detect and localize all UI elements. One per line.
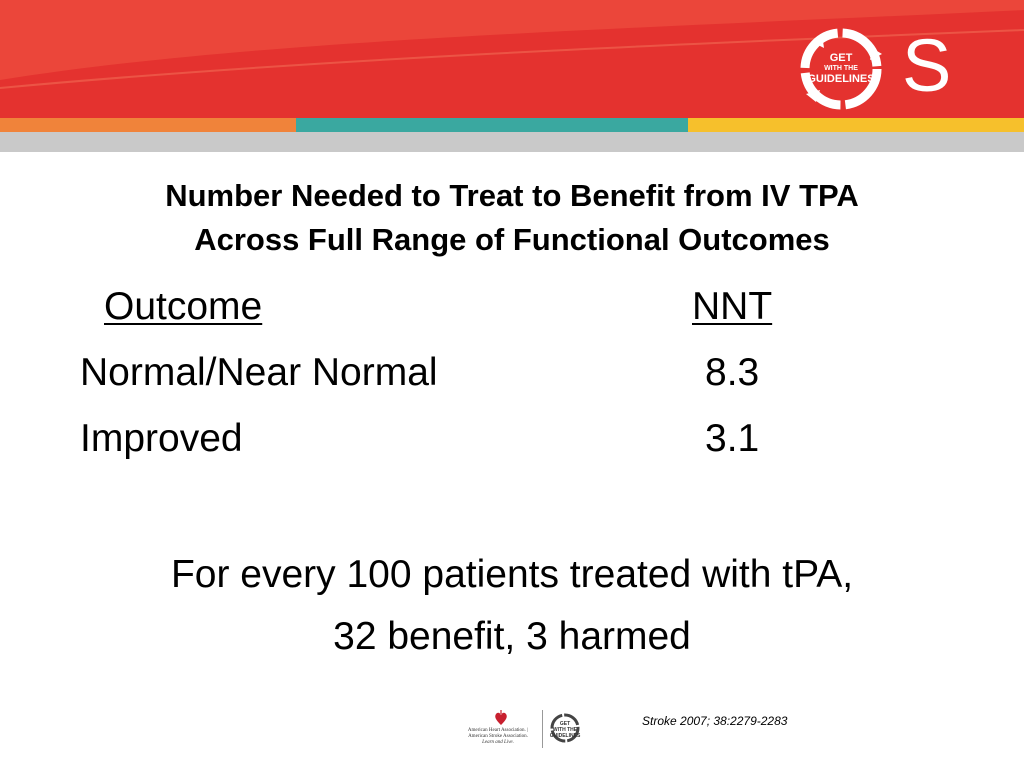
small-circular-arrows-icon bbox=[550, 713, 580, 743]
circular-arrows-icon bbox=[800, 28, 882, 110]
aha-text-3: Learn and Live. bbox=[482, 740, 514, 745]
logo-line-1: GET bbox=[829, 52, 853, 64]
header-nnt: NNT bbox=[692, 285, 773, 328]
banner-letter: S bbox=[902, 24, 952, 107]
row-1-outcome: Normal/Near Normal bbox=[80, 351, 438, 394]
logo-line-2: WITH THE bbox=[824, 65, 858, 72]
title-line-1: Number Needed to Treat to Benefit from I… bbox=[165, 178, 859, 213]
citation: Stroke 2007; 38:2279-2283 bbox=[642, 714, 788, 728]
guidelines-logo: GET WITH THE GUIDELINES bbox=[796, 24, 886, 114]
summary-line-1: For every 100 patients treated with tPA, bbox=[170, 553, 854, 596]
header-banner: GET WITH THE GUIDELINES S bbox=[0, 0, 1024, 152]
small-logo-line-2: WITH THE bbox=[552, 727, 578, 733]
row-1-nnt: 8.3 bbox=[705, 351, 760, 394]
small-logo-line-1: GET bbox=[559, 721, 571, 727]
header-outcome: Outcome bbox=[104, 285, 263, 328]
row-2-nnt: 3.1 bbox=[705, 417, 760, 460]
aha-wordmark: American Heart Association. | American S… bbox=[467, 728, 529, 745]
heart-torch-icon bbox=[495, 710, 507, 725]
small-logo-line-3: GUIDELINES bbox=[549, 733, 581, 739]
aha-text-1: American Heart Association. bbox=[467, 728, 526, 733]
small-logo-text: GET WITH THE GUIDELINES bbox=[548, 721, 582, 739]
summary-text: For every 100 patients treated with tPA,… bbox=[0, 544, 1024, 668]
summary-line-2: 32 benefit, 3 harmed bbox=[333, 615, 691, 658]
slide-title: Number Needed to Treat to Benefit from I… bbox=[40, 174, 984, 262]
aha-text-2: American Stroke Association. bbox=[468, 734, 528, 739]
logo-line-3: GUIDELINES bbox=[807, 73, 875, 85]
row-2-outcome: Improved bbox=[80, 417, 243, 460]
footer-divider bbox=[542, 710, 543, 748]
footer-logos: American Heart Association. | American S… bbox=[458, 708, 584, 750]
title-line-2: Across Full Range of Functional Outcomes bbox=[194, 222, 830, 257]
